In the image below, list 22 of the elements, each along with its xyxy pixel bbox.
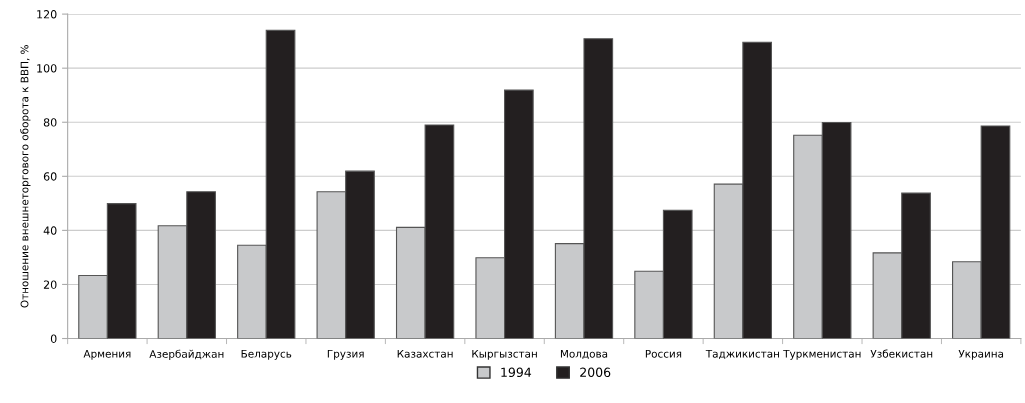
- y-tick-label: 60: [43, 172, 57, 181]
- x-tick-label: Казахстан: [397, 349, 453, 358]
- y-axis-title: Отношение внешнеторгового оборота к ВВП, %: [20, 45, 31, 308]
- x-tick-label: Туркменистан: [783, 349, 861, 360]
- legend-label: 1994: [501, 367, 532, 378]
- x-tick-label: Кыргызстан: [472, 349, 537, 360]
- x-tick-label: Россия: [645, 349, 682, 358]
- y-tick-label: 120: [37, 10, 57, 19]
- x-tick-label: Грузия: [327, 349, 364, 360]
- x-tick-label: Таджикистан: [705, 349, 779, 359]
- y-tick-label: 0: [50, 334, 57, 343]
- y-tick-label: 40: [43, 226, 57, 235]
- x-tick-label: Узбекистан: [870, 349, 933, 358]
- x-tick-label: Азербайджан: [149, 349, 224, 360]
- x-tick-label: Украина: [958, 349, 1004, 360]
- y-tick-label: 100: [37, 64, 57, 73]
- y-tick-label: 20: [43, 280, 57, 289]
- legend-label: 2006: [580, 367, 611, 378]
- x-tick-label: Молдова: [560, 349, 608, 359]
- x-tick-label: Армения: [83, 349, 131, 360]
- x-tick-label: Беларусь: [241, 349, 292, 360]
- y-tick-label: 80: [43, 118, 57, 127]
